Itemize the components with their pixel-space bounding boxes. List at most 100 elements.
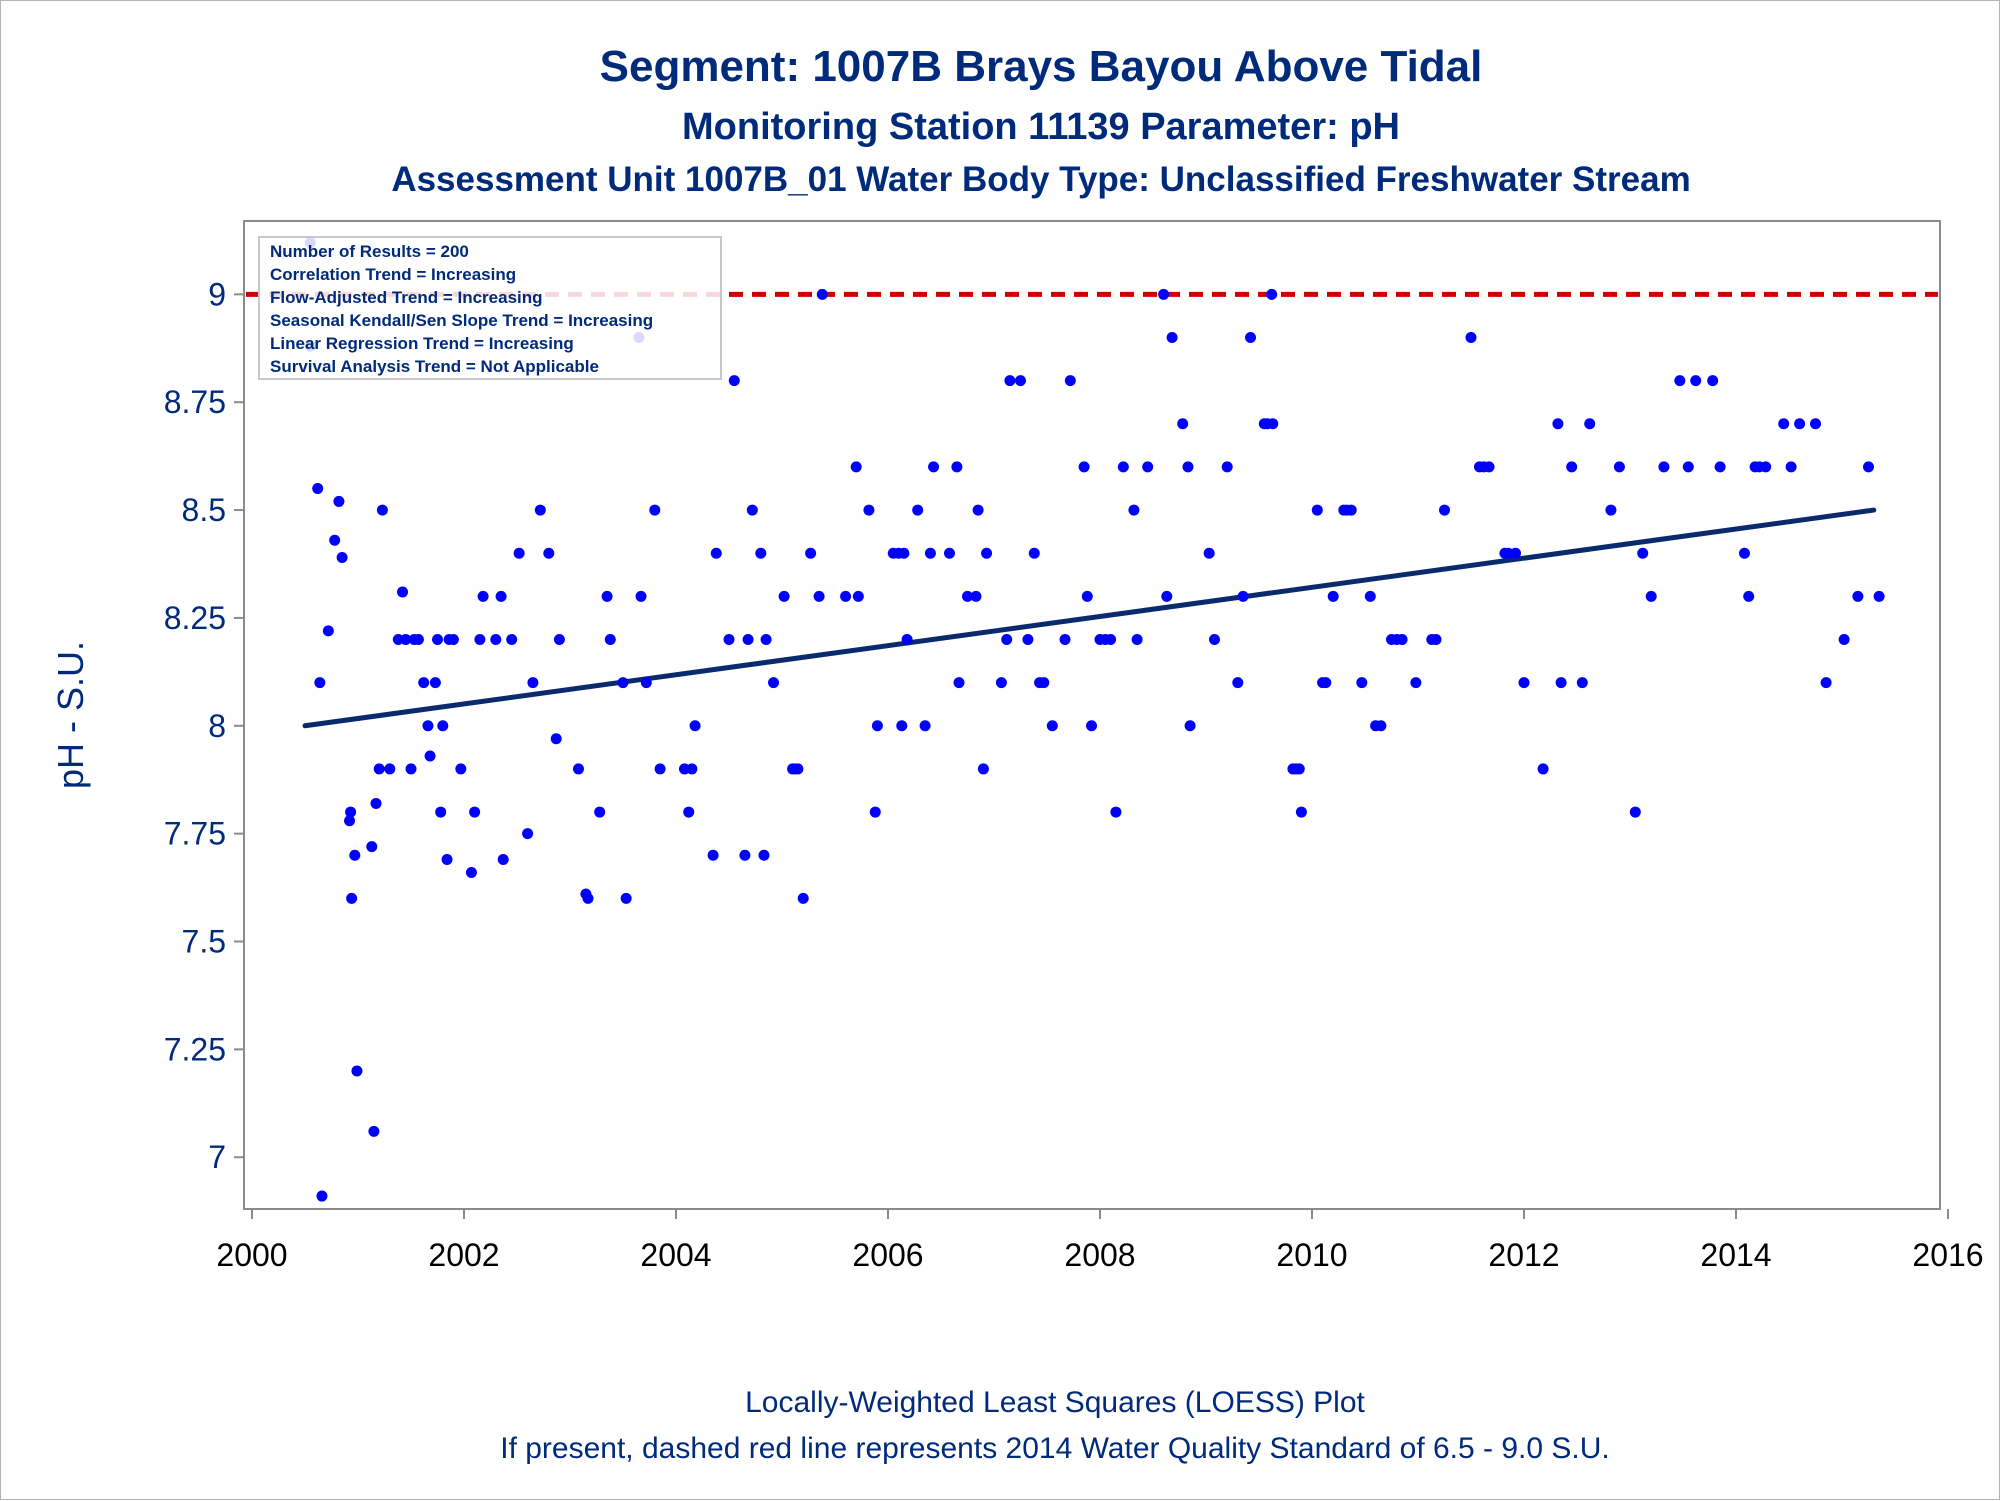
- data-point: [312, 482, 324, 494]
- data-point: [397, 586, 409, 598]
- data-point: [758, 849, 770, 861]
- data-point: [760, 633, 772, 645]
- data-point: [1038, 677, 1050, 689]
- chart-subtitle-2: Assessment Unit 1007B_01 Water Body Type…: [391, 160, 1690, 199]
- data-point: [316, 1190, 328, 1202]
- data-point: [1873, 590, 1885, 602]
- data-point: [1028, 547, 1040, 559]
- data-point: [1221, 461, 1233, 473]
- data-point: [1245, 331, 1257, 343]
- data-point: [1267, 418, 1279, 430]
- data-point: [1295, 806, 1307, 818]
- data-point: [953, 677, 965, 689]
- data-point: [896, 720, 908, 732]
- data-point: [635, 590, 647, 602]
- data-point: [1838, 633, 1850, 645]
- data-point: [543, 547, 555, 559]
- data-point: [582, 892, 594, 904]
- data-points: [304, 237, 1885, 1202]
- footnote-2: If present, dashed red line represents 2…: [500, 1432, 1610, 1465]
- data-point: [495, 590, 507, 602]
- data-point: [1820, 677, 1832, 689]
- data-point: [1158, 288, 1170, 300]
- data-point: [412, 633, 424, 645]
- data-point: [1064, 375, 1076, 387]
- data-point: [689, 720, 701, 732]
- data-point: [1161, 590, 1173, 602]
- x-tick-label: 2000: [216, 1237, 287, 1273]
- data-point: [349, 849, 361, 861]
- data-point: [497, 854, 509, 866]
- data-point: [1015, 375, 1026, 387]
- stats-line: Survival Analysis Trend = Not Applicable: [270, 357, 599, 376]
- data-point: [871, 720, 883, 732]
- x-tick-label: 2006: [852, 1237, 923, 1273]
- data-point: [1105, 633, 1117, 645]
- y-axis-label: pH - S.U.: [50, 641, 91, 789]
- x-tick-label: 2016: [1912, 1237, 1983, 1273]
- data-point: [816, 288, 828, 300]
- x-tick-label: 2012: [1488, 1237, 1559, 1273]
- data-point: [755, 547, 767, 559]
- data-point: [366, 841, 378, 853]
- data-point: [654, 763, 666, 775]
- data-point: [1555, 677, 1567, 689]
- data-point: [707, 849, 719, 861]
- data-point: [400, 633, 412, 645]
- data-point: [418, 677, 430, 689]
- stats-box-frame: [258, 236, 722, 380]
- data-point: [432, 633, 443, 645]
- plot-area: [243, 220, 1941, 1210]
- data-point: [477, 590, 489, 602]
- data-point: [686, 763, 698, 775]
- data-point: [490, 633, 502, 645]
- y-tick-label: 7.25: [164, 1031, 226, 1067]
- data-point: [474, 633, 486, 645]
- data-point: [441, 854, 453, 866]
- data-point: [912, 504, 924, 516]
- loess-trend-line: [302, 507, 1877, 729]
- data-point: [513, 547, 525, 559]
- y-tick-label: 7: [208, 1139, 226, 1175]
- data-point: [1518, 677, 1530, 689]
- data-point: [1078, 461, 1090, 473]
- stats-line: Correlation Trend = Increasing: [270, 265, 516, 284]
- data-point: [1086, 720, 1098, 732]
- data-point: [424, 750, 436, 762]
- data-point: [1658, 461, 1670, 473]
- data-point: [1410, 677, 1422, 689]
- data-point: [429, 677, 441, 689]
- data-point: [1142, 461, 1154, 473]
- data-point: [553, 633, 565, 645]
- data-point: [1674, 375, 1686, 387]
- data-point: [620, 892, 632, 904]
- data-point: [1131, 633, 1143, 645]
- data-point: [1430, 633, 1442, 645]
- data-point: [710, 547, 722, 559]
- y-tick-label: 8.25: [164, 600, 226, 636]
- chart-title: Segment: 1007B Brays Bayou Above Tidal: [600, 42, 1483, 91]
- data-point: [805, 547, 817, 559]
- data-point: [1584, 418, 1596, 430]
- x-tick-label: 2002: [428, 1237, 499, 1273]
- data-point: [376, 504, 388, 516]
- data-point: [604, 633, 616, 645]
- data-point: [683, 806, 695, 818]
- data-point: [778, 590, 790, 602]
- data-point: [972, 504, 984, 516]
- y-tick-label: 8: [208, 708, 226, 744]
- data-point: [742, 633, 754, 645]
- data-point: [1177, 418, 1189, 430]
- data-point: [924, 547, 936, 559]
- data-point: [1266, 288, 1278, 300]
- data-point: [1714, 461, 1726, 473]
- y-axis: 7 7.25 7.5 7.75 8 8.25 8.5 8.75 9: [164, 276, 244, 1175]
- footnote-1: Locally-Weighted Least Squares (LOESS) P…: [745, 1386, 1365, 1419]
- data-point: [1629, 806, 1641, 818]
- data-point: [901, 633, 913, 645]
- data-point: [1483, 461, 1495, 473]
- data-point: [951, 461, 963, 473]
- y-tick-label: 8.5: [182, 492, 226, 528]
- data-point: [840, 590, 852, 602]
- data-point: [1345, 504, 1357, 516]
